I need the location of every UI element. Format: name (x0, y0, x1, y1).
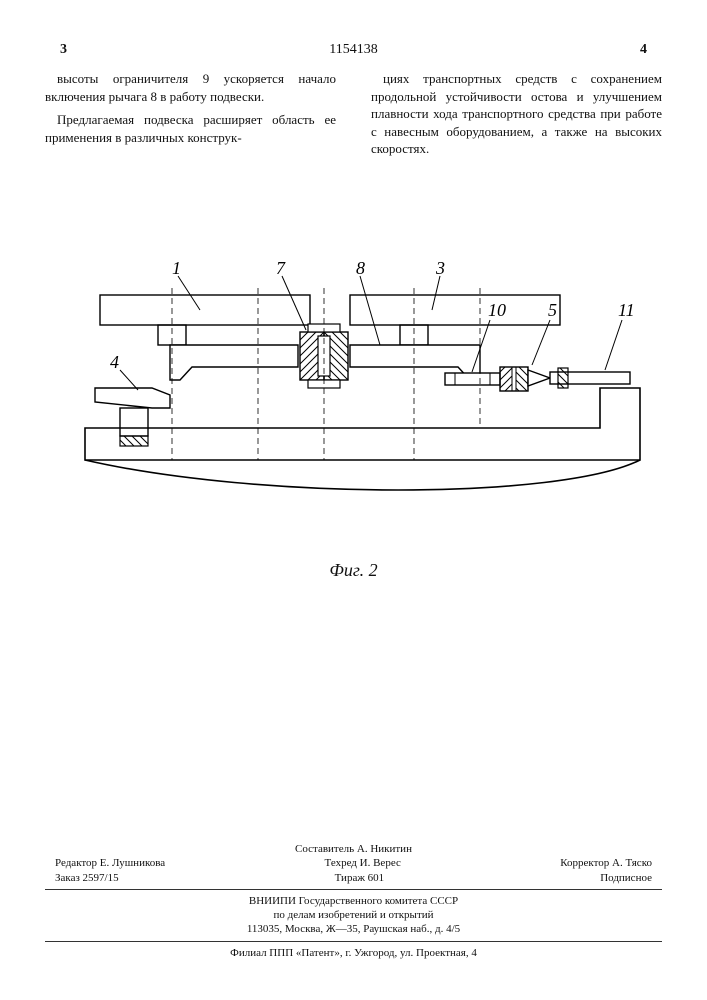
figure-label-10: 10 (488, 300, 506, 320)
footer-subscription: Подписное (600, 871, 652, 885)
body-text: высоты ограничителя 9 ускоряется начало … (45, 70, 662, 158)
footer-corrector: Корректор А. Тяско (560, 856, 652, 870)
footer-divider-1 (45, 889, 662, 890)
figure-label-5: 5 (548, 300, 557, 320)
footer-editor: Редактор Е. Лушникова (55, 856, 165, 870)
figure-label-1: 1 (172, 260, 181, 278)
figure-label-8: 8 (356, 260, 365, 278)
page-number-right: 4 (640, 42, 647, 58)
footer-order: Заказ 2597/15 (55, 871, 119, 885)
figure-label-11: 11 (618, 300, 635, 320)
figure-label-3: 3 (435, 260, 445, 278)
footer-tirazh: Тираж 601 (335, 871, 385, 885)
footer-org3: Филиал ППП «Патент», г. Ужгород, ул. Про… (45, 946, 662, 960)
figure-caption: Фиг. 2 (0, 560, 707, 581)
figure-svg: 1 7 8 3 10 5 11 4 (60, 260, 650, 560)
body-para-1: высоты ограничителя 9 ускоряется начало … (45, 70, 336, 105)
footer-tech-editor: Техред И. Верес (325, 856, 401, 870)
footer-block: Составитель А. Никитин Редактор Е. Лушни… (45, 842, 662, 960)
figure-label-7: 7 (276, 260, 286, 278)
figure-diagram: 1 7 8 3 10 5 11 4 (60, 260, 650, 560)
figure-label-4: 4 (110, 352, 119, 372)
footer-org2: по делам изобретений и открытий (45, 908, 662, 922)
body-para-2: Предлагаемая подвеска расширяет область … (45, 111, 336, 146)
footer-address1: 113035, Москва, Ж—35, Раушская наб., д. … (45, 922, 662, 936)
footer-divider-2 (45, 941, 662, 942)
body-para-3: циях транспортных средств с сохранением … (371, 70, 662, 158)
footer-org1: ВНИИПИ Государственного комитета СССР (45, 894, 662, 908)
footer-compiler: Составитель А. Никитин (45, 842, 662, 856)
patent-number: 1154138 (0, 42, 707, 58)
